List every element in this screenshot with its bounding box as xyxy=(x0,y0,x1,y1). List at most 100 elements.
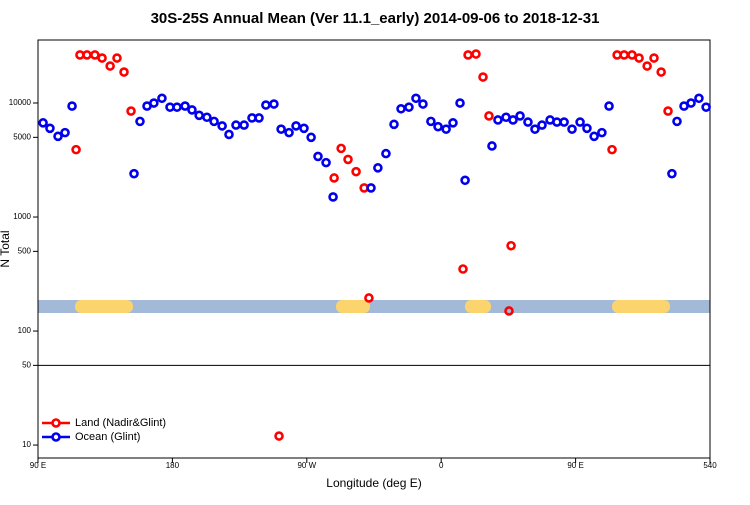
point xyxy=(455,98,465,108)
y-tick-label: 50 xyxy=(22,360,31,369)
legend-marker xyxy=(51,432,61,442)
point xyxy=(126,106,136,116)
point xyxy=(701,102,711,112)
point xyxy=(38,118,48,128)
point xyxy=(254,113,264,123)
point xyxy=(411,93,421,104)
point xyxy=(504,306,514,316)
x-tick-label: 90 E xyxy=(567,461,583,470)
y-tick-label: 100 xyxy=(18,326,32,335)
point xyxy=(484,111,494,121)
point xyxy=(582,123,592,134)
y-tick-label: 500 xyxy=(18,246,32,255)
point xyxy=(343,154,353,165)
chart-title: 30S-25S Annual Mean (Ver 11.1_early) 201… xyxy=(151,10,600,27)
point xyxy=(299,123,309,134)
point xyxy=(607,144,617,155)
point xyxy=(471,49,481,59)
point xyxy=(135,116,145,127)
point xyxy=(667,168,677,179)
point xyxy=(306,132,316,143)
point xyxy=(129,168,139,179)
point xyxy=(589,131,599,142)
y-axis-label: N Total xyxy=(0,230,12,267)
point xyxy=(71,144,81,155)
point xyxy=(105,61,115,71)
point xyxy=(487,141,497,151)
point xyxy=(686,98,696,108)
point xyxy=(597,127,607,138)
point xyxy=(559,117,569,127)
point xyxy=(530,124,540,134)
legend-label: Land (Nadir&Glint) xyxy=(75,417,166,429)
point xyxy=(187,105,197,115)
point xyxy=(366,183,376,193)
point xyxy=(642,61,652,71)
legend-marker xyxy=(51,418,61,428)
x-tick-label: 90 E xyxy=(30,461,46,470)
x-tick-label: 540 xyxy=(703,461,717,470)
plot-frame xyxy=(37,39,711,459)
y-tick-label: 10000 xyxy=(9,98,32,107)
point xyxy=(321,157,331,168)
point xyxy=(418,99,428,109)
map-band xyxy=(38,300,710,313)
x-tick-label: 180 xyxy=(166,461,180,470)
x-tick-label: 90 W xyxy=(297,461,316,470)
x-tick-label: 0 xyxy=(439,461,444,470)
point xyxy=(239,120,249,130)
point xyxy=(328,192,338,202)
point xyxy=(364,293,374,303)
point xyxy=(506,240,516,251)
point xyxy=(157,93,167,104)
point xyxy=(112,53,122,63)
point xyxy=(656,67,666,77)
point xyxy=(291,121,301,131)
point xyxy=(284,127,294,138)
point xyxy=(448,118,458,128)
point xyxy=(276,124,286,134)
legend-label: Ocean (Glint) xyxy=(75,431,140,443)
y-tick-label: 5000 xyxy=(13,132,31,141)
point xyxy=(478,72,488,82)
point xyxy=(97,53,107,63)
point xyxy=(523,117,533,127)
point xyxy=(460,175,470,186)
point xyxy=(202,112,212,123)
point xyxy=(567,124,577,134)
point xyxy=(537,120,547,130)
point xyxy=(663,106,673,116)
land-band xyxy=(465,300,491,313)
point xyxy=(694,93,704,104)
point xyxy=(381,148,391,159)
point xyxy=(224,129,234,140)
ocean-band xyxy=(38,300,710,313)
point xyxy=(329,173,339,183)
land-band xyxy=(612,300,670,313)
point xyxy=(515,111,525,121)
point xyxy=(209,116,219,127)
point xyxy=(313,151,323,162)
point xyxy=(351,166,361,177)
point xyxy=(508,115,518,125)
point xyxy=(269,99,279,109)
point xyxy=(60,127,70,138)
point xyxy=(404,102,414,112)
point xyxy=(575,117,585,127)
point xyxy=(433,121,443,132)
y-tick-label: 1000 xyxy=(13,212,31,221)
point xyxy=(149,98,159,108)
point xyxy=(649,53,659,63)
point xyxy=(119,67,129,77)
point xyxy=(604,101,614,111)
point xyxy=(336,143,346,154)
y-tick-label: 10 xyxy=(22,440,31,449)
point xyxy=(373,163,383,173)
point xyxy=(274,431,284,441)
point xyxy=(180,101,190,111)
point xyxy=(493,115,503,125)
point xyxy=(441,124,451,134)
point xyxy=(67,101,77,111)
